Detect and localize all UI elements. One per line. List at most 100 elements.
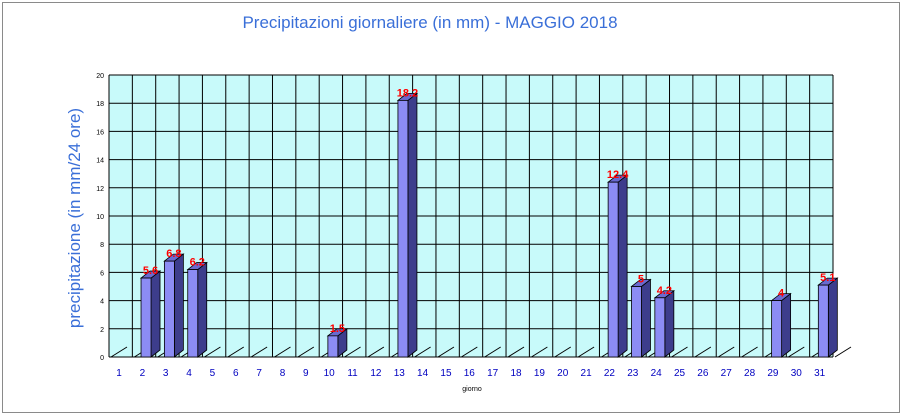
x-tick-label: 6 — [233, 368, 239, 379]
x-tick-label: 19 — [534, 368, 546, 379]
value-label-day-4: 6.2 — [190, 257, 205, 269]
x-tick-label: 30 — [791, 368, 803, 379]
bar-day-22 — [607, 181, 619, 358]
floor-tick — [344, 346, 361, 358]
x-tick-label: 29 — [767, 368, 779, 379]
bar-day-29 — [771, 300, 783, 358]
floor-tick — [367, 346, 385, 358]
x-tick-label: 22 — [604, 368, 616, 379]
bar-side-24 — [664, 289, 675, 358]
y-tick-label: 12 — [96, 186, 104, 193]
floor-tick — [274, 346, 291, 358]
y-tick-label: 16 — [96, 129, 104, 136]
x-tick-label: 20 — [557, 368, 569, 379]
x-tick-label: 23 — [627, 368, 639, 379]
value-labels: 5.6 6.8 6.2 1.5 18.2 12.4 5 4.2 4 5.1 — [143, 87, 836, 334]
x-tick-label: 1 — [116, 368, 122, 379]
floor-tick — [671, 346, 688, 358]
y-axis-ticks: 0 2 4 6 8 10 12 14 16 18 20 — [96, 73, 104, 362]
x-tick-label: 3 — [163, 368, 169, 379]
x-tick-label: 9 — [303, 368, 309, 379]
bar-day-13 — [397, 99, 409, 358]
floor-tick — [577, 346, 595, 358]
x-tick-label: 11 — [347, 368, 358, 379]
bar-side-31 — [827, 277, 838, 358]
x-tick-label: 21 — [581, 368, 593, 379]
floor-tick — [484, 346, 501, 358]
floor-tick — [204, 346, 221, 358]
bar-side-4 — [197, 261, 208, 358]
floor-tick — [110, 346, 128, 358]
bars — [139, 92, 839, 358]
y-tick-label: 10 — [96, 214, 104, 221]
floor-tick — [741, 346, 758, 358]
floor-tick — [227, 346, 245, 358]
bar-side-2 — [150, 270, 161, 358]
y-tick-label: 6 — [100, 270, 104, 277]
bar-day-24 — [654, 297, 666, 358]
x-tick-label: 4 — [186, 368, 192, 379]
floor-tick — [414, 346, 431, 358]
x-tick-label: 18 — [510, 368, 522, 379]
value-label-day-22: 12.4 — [607, 169, 629, 181]
bar-side-13 — [407, 92, 418, 358]
value-label-day-23: 5 — [638, 274, 644, 286]
floor-tick — [437, 346, 455, 358]
x-tick-label: 14 — [417, 368, 429, 379]
x-tick-label: 13 — [394, 368, 406, 379]
y-tick-label: 18 — [96, 101, 104, 108]
floor-tick — [717, 346, 735, 358]
x-tick-label: 31 — [814, 368, 826, 379]
x-tick-label: 28 — [744, 368, 756, 379]
y-tick-label: 14 — [96, 158, 104, 165]
x-tick-label: 25 — [674, 368, 686, 379]
bar-day-31 — [817, 284, 829, 358]
y-tick-label: 8 — [100, 242, 104, 249]
value-label-day-29: 4 — [778, 288, 785, 300]
chart-title: Precipitazioni giornaliere (in mm) - MAG… — [242, 13, 618, 32]
floor-tick — [461, 346, 478, 358]
x-tick-label: 24 — [651, 368, 663, 379]
y-tick-label: 0 — [100, 355, 104, 362]
floor-tick — [531, 346, 548, 358]
floor-tick — [507, 346, 525, 358]
bar-side-29 — [781, 292, 792, 358]
floor-tick — [694, 346, 712, 358]
x-tick-label: 2 — [140, 368, 146, 379]
bar-day-2 — [140, 277, 152, 358]
x-tick-label: 15 — [440, 368, 452, 379]
chart-frame — [2, 2, 900, 413]
bar-side-23 — [641, 278, 651, 358]
bar-side-3 — [173, 253, 184, 358]
floor-tick — [554, 346, 572, 358]
y-tick-label: 4 — [100, 299, 104, 306]
value-label-day-3: 6.8 — [166, 248, 181, 260]
bar-day-10 — [327, 335, 339, 358]
bar-side-22 — [617, 174, 628, 358]
x-tick-label: 17 — [487, 368, 499, 379]
value-label-day-24: 4.2 — [657, 285, 672, 297]
bar-day-3 — [163, 260, 175, 358]
x-tick-label: 26 — [697, 368, 709, 379]
value-label-day-10: 1.5 — [330, 323, 345, 335]
y-tick-label: 20 — [96, 73, 104, 80]
floor-tick — [834, 346, 852, 358]
bar-day-4 — [187, 269, 199, 358]
x-tick-label: 27 — [721, 368, 733, 379]
floor-tick — [297, 346, 315, 358]
floor-tick — [250, 346, 268, 358]
x-tick-label: 12 — [370, 368, 382, 379]
x-tick-label: 8 — [280, 368, 286, 379]
value-label-day-13: 18.2 — [397, 87, 418, 99]
x-tick-label: 16 — [464, 368, 476, 379]
x-tick-label: 10 — [324, 368, 336, 379]
x-tick-label: 7 — [256, 368, 262, 379]
bar-day-23 — [631, 286, 642, 358]
x-axis-label: giorno — [462, 386, 482, 393]
floor-tick — [788, 346, 805, 358]
value-label-day-2: 5.6 — [143, 265, 158, 277]
y-tick-label: 2 — [100, 327, 104, 334]
x-axis-ticks: 1 2 3 4 5 6 7 8 9 10 11 12 13 14 15 16 17 18 19 20 21 22 23 24 2… — [116, 368, 825, 379]
x-tick-label: 5 — [210, 368, 216, 379]
